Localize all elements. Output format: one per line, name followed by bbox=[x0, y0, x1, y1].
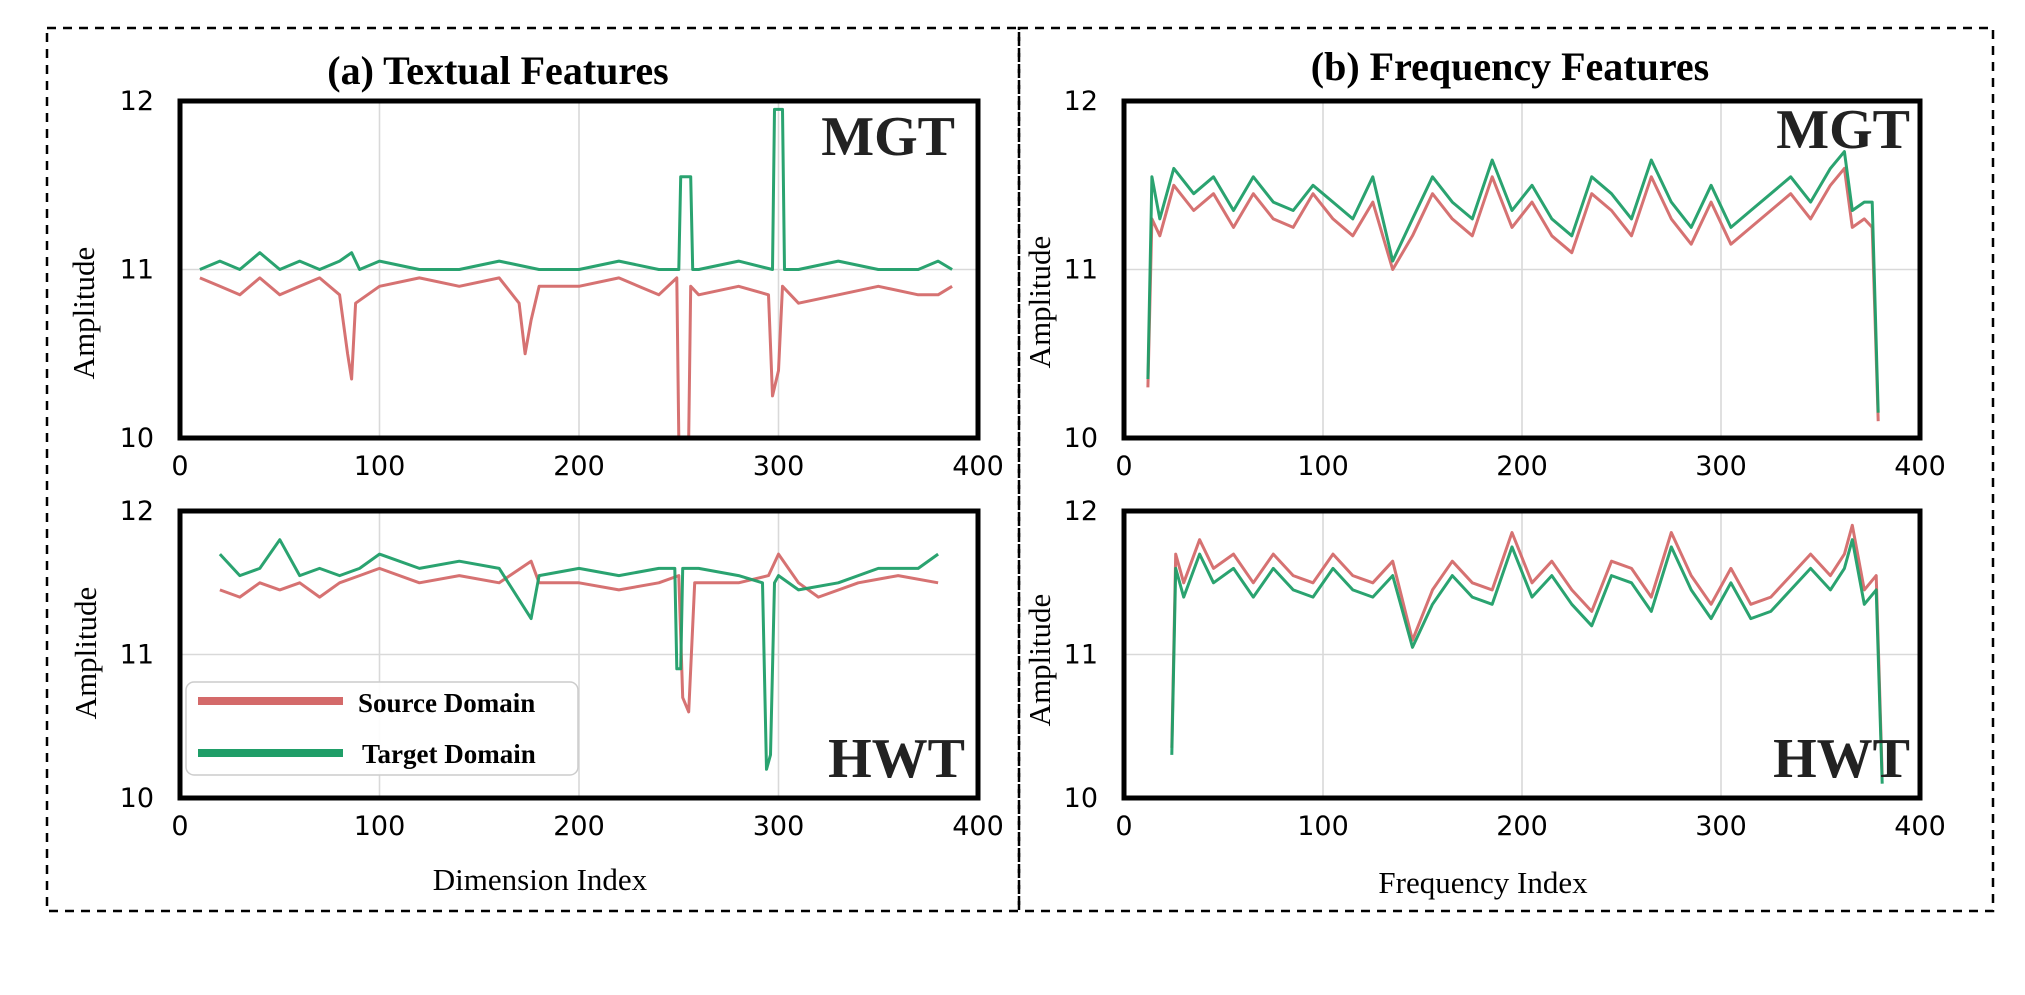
y-axis-label: Amplitude bbox=[1022, 594, 1057, 727]
panel-a-title: (a) Textual Features bbox=[327, 48, 668, 93]
axes-frame bbox=[177, 98, 981, 441]
panel-b-xlabel: Frequency Index bbox=[1378, 865, 1588, 900]
subplot-frequency-hwt: 0 100 200 300 400 10 11 12 Amplitude HWT bbox=[1022, 496, 1946, 842]
y-axis-label: Amplitude bbox=[66, 247, 101, 380]
subplot-textual-mgt: 0 100 200 300 400 10 11 12 Amplitude MGT bbox=[66, 86, 1004, 482]
x-tick-label: 100 bbox=[354, 451, 406, 482]
x-tick-label: 200 bbox=[1496, 811, 1548, 842]
series-line-target bbox=[1170, 538, 1884, 784]
legend: Source Domain Target Domain bbox=[185, 681, 579, 776]
x-tick-label: 100 bbox=[354, 811, 406, 842]
series-line-target bbox=[218, 538, 939, 771]
x-tick-label: 300 bbox=[753, 451, 805, 482]
series-line-source bbox=[1146, 166, 1880, 422]
subplot-tag-mgt: MGT bbox=[1776, 99, 1910, 161]
y-tick-label: 10 bbox=[1064, 783, 1098, 814]
y-tick-label: 10 bbox=[1064, 423, 1098, 454]
y-tick-label: 11 bbox=[120, 255, 154, 286]
x-tick-label: 400 bbox=[1894, 811, 1946, 842]
y-axis-label: Amplitude bbox=[1022, 236, 1057, 369]
panel-b-dashed-box bbox=[1017, 26, 1995, 913]
x-tick-label: 400 bbox=[952, 451, 1004, 482]
x-tick-label: 300 bbox=[1695, 811, 1747, 842]
x-tick-label: 200 bbox=[553, 451, 605, 482]
x-tick-label: 400 bbox=[952, 811, 1004, 842]
y-tick-label: 12 bbox=[1064, 86, 1098, 117]
x-tick-label: 200 bbox=[1496, 451, 1548, 482]
subplot-textual-hwt: 0 100 200 300 400 10 11 12 Amplitude HWT bbox=[68, 496, 1004, 842]
y-axis-label: Amplitude bbox=[68, 587, 103, 720]
y-tick-label: 10 bbox=[120, 783, 154, 814]
panel-b-title: (b) Frequency Features bbox=[1311, 44, 1709, 89]
series-line-target bbox=[1146, 150, 1880, 413]
y-tick-label: 11 bbox=[1064, 255, 1098, 286]
series-line-source bbox=[1170, 523, 1884, 777]
x-tick-label: 300 bbox=[1695, 451, 1747, 482]
y-tick-label: 10 bbox=[120, 423, 154, 454]
legend-label-source: Source Domain bbox=[358, 688, 535, 718]
axes-frame bbox=[177, 508, 981, 801]
y-tick-label: 12 bbox=[1064, 496, 1098, 527]
axes-frame bbox=[1121, 508, 1923, 801]
subplot-tag-mgt: MGT bbox=[821, 106, 955, 168]
x-tick-label: 400 bbox=[1894, 451, 1946, 482]
y-tick-label: 12 bbox=[120, 86, 154, 117]
series-line-source bbox=[199, 276, 953, 440]
series-line-target bbox=[199, 107, 953, 271]
x-tick-label: 300 bbox=[753, 811, 805, 842]
y-tick-label: 11 bbox=[1064, 640, 1098, 671]
x-tick-label: 100 bbox=[1297, 811, 1349, 842]
subplot-tag-hwt: HWT bbox=[1773, 728, 1910, 790]
subplot-tag-hwt: HWT bbox=[828, 728, 965, 790]
x-tick-label: 200 bbox=[553, 811, 605, 842]
subplot-frequency-mgt: 0 100 200 300 400 10 11 12 Amplitude MGT bbox=[1022, 86, 1946, 482]
x-tick-label: 0 bbox=[171, 811, 188, 842]
x-tick-label: 100 bbox=[1297, 451, 1349, 482]
x-tick-label: 0 bbox=[171, 451, 188, 482]
x-tick-label: 0 bbox=[1115, 451, 1132, 482]
x-tick-label: 0 bbox=[1115, 811, 1132, 842]
panel-a-xlabel: Dimension Index bbox=[433, 862, 648, 897]
y-tick-label: 11 bbox=[120, 640, 154, 671]
legend-label-target: Target Domain bbox=[362, 739, 536, 769]
axes-frame bbox=[1121, 98, 1923, 441]
y-tick-label: 12 bbox=[120, 496, 154, 527]
series-line-source bbox=[219, 552, 939, 714]
